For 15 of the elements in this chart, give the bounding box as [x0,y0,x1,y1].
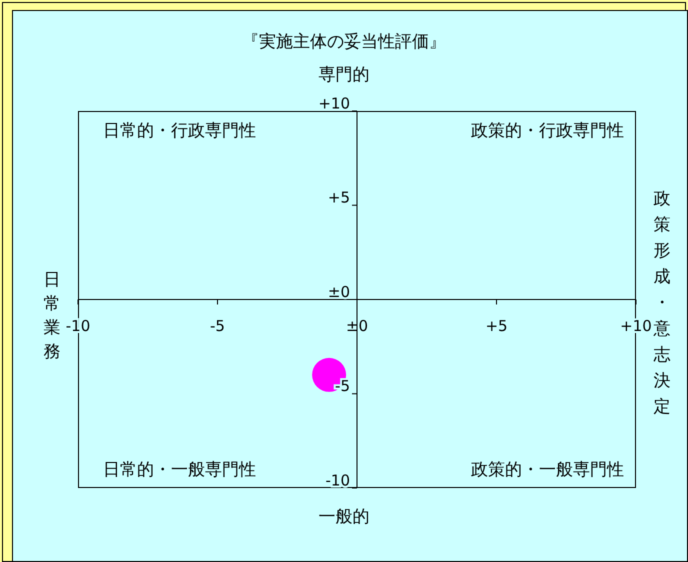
y-tick-label: +5 [328,188,350,207]
annotation: 日常的・一般専門性 [103,459,256,481]
annotation: 日常的・行政専門性 [103,120,256,142]
text: 政策形成・意志決定 [654,189,670,417]
text: 一般的 [318,506,370,528]
x-tick-label: +5 [485,317,508,336]
y-tick-label: +10 [318,94,350,112]
annotation: 政策的・一般専門性 [471,459,624,481]
annotation: 政策的・行政専門性 [471,120,624,142]
x-tick-label: -5 [210,317,225,336]
y-tick-label: -10 [326,471,350,490]
y-tick-label: ±0 [328,282,350,301]
chart-title: 『実施主体の妥当性評価』 [241,31,447,53]
text: 専門的 [318,64,370,86]
text: 日常業務 [42,269,62,364]
